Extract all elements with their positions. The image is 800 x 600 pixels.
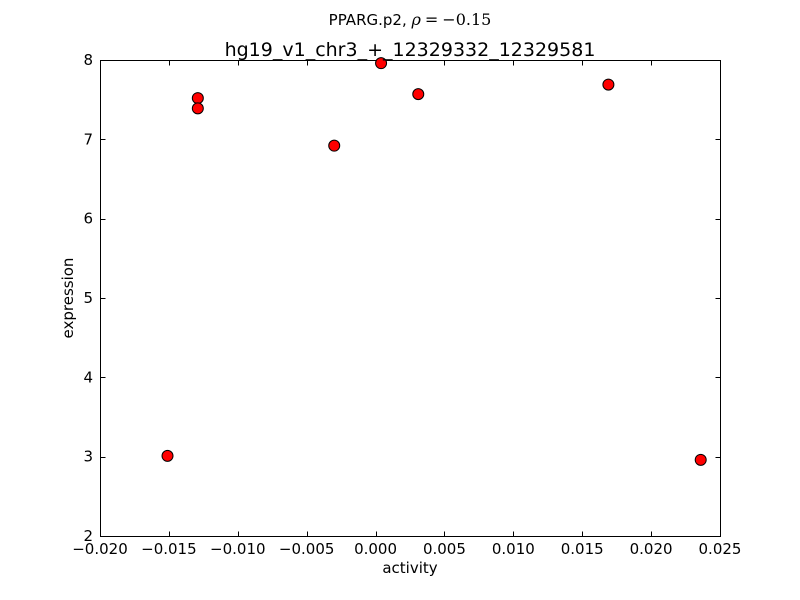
- y-tick-label: 2: [83, 527, 93, 545]
- equals-sign: =: [424, 10, 439, 29]
- x-tick-label: −0.010: [210, 540, 266, 558]
- x-tick-label: −0.015: [141, 540, 197, 558]
- x-tick-label: −0.005: [279, 540, 335, 558]
- x-tick-label: 0.010: [492, 540, 535, 558]
- chart-title-block: PPARG.p2, ρ = −0.15 hg19_v1_chr3_+_1232933…: [100, 10, 720, 62]
- data-point: [191, 92, 204, 105]
- y-axis-label: expression: [59, 258, 77, 339]
- data-point: [375, 57, 388, 70]
- y-tick-label: 4: [83, 368, 93, 386]
- y-tick-label: 5: [83, 289, 93, 307]
- axes-frame: [100, 60, 721, 537]
- y-tick-label: 3: [83, 448, 93, 466]
- y-tick-label: 8: [83, 51, 93, 69]
- x-tick-label: −0.020: [72, 540, 128, 558]
- x-tick-label: 0.015: [561, 540, 604, 558]
- rho-value: −0.15: [442, 10, 492, 29]
- chart-title-gene: PPARG.p2,: [328, 11, 412, 29]
- chart-subtitle: hg19_v1_chr3_+_12329332_12329581: [224, 39, 596, 61]
- x-tick-label: 0.025: [699, 540, 742, 558]
- data-point: [602, 78, 615, 91]
- data-point: [161, 449, 174, 462]
- y-tick-label: 7: [83, 130, 93, 148]
- data-point: [191, 102, 204, 115]
- data-point: [328, 139, 341, 152]
- chart-title: PPARG.p2, ρ = −0.15: [100, 10, 720, 30]
- data-point: [412, 88, 425, 101]
- x-axis-label: activity: [382, 559, 437, 577]
- rho-symbol: ρ: [411, 10, 421, 29]
- x-tick-label: 0.020: [630, 540, 673, 558]
- x-tick-label: 0.005: [423, 540, 466, 558]
- y-tick-label: 6: [83, 210, 93, 228]
- data-point: [694, 453, 707, 466]
- x-tick-label: 0.000: [354, 540, 397, 558]
